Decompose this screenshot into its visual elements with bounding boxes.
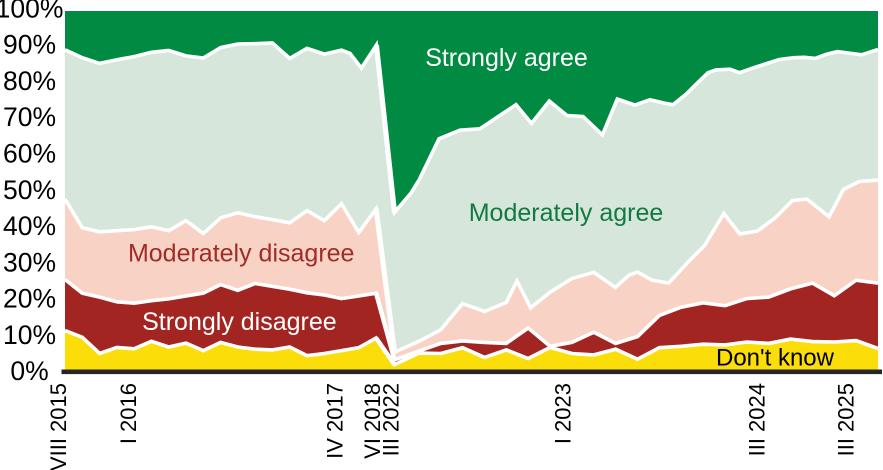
svg-text:Moderately disagree: Moderately disagree	[128, 240, 355, 268]
svg-text:10%: 10%	[3, 320, 56, 350]
svg-text:I 2016: I 2016	[116, 383, 141, 444]
svg-text:100%: 100%	[0, 0, 63, 23]
svg-text:I 2023: I 2023	[551, 383, 576, 444]
svg-text:30%: 30%	[3, 247, 56, 277]
svg-text:60%: 60%	[3, 139, 56, 169]
svg-text:20%: 20%	[3, 284, 56, 314]
svg-text:50%: 50%	[3, 175, 56, 205]
svg-text:III 2024: III 2024	[745, 383, 770, 456]
svg-text:VIII 2015: VIII 2015	[46, 383, 71, 470]
svg-text:0%: 0%	[10, 356, 48, 386]
svg-text:Strongly agree: Strongly agree	[425, 44, 588, 72]
svg-text:80%: 80%	[3, 66, 56, 96]
svg-text:Moderately agree: Moderately agree	[469, 199, 664, 227]
svg-text:70%: 70%	[3, 102, 56, 132]
svg-text:IV 2017: IV 2017	[323, 383, 348, 459]
svg-text:Strongly disagree: Strongly disagree	[142, 308, 337, 336]
svg-text:40%: 40%	[3, 211, 56, 241]
svg-text:90%: 90%	[3, 30, 56, 60]
svg-text:III 2025: III 2025	[834, 383, 859, 456]
svg-text:VI 2018: VI 2018	[360, 383, 385, 459]
svg-text:III 2022: III 2022	[378, 383, 403, 456]
svg-text:Don't know: Don't know	[716, 345, 835, 372]
